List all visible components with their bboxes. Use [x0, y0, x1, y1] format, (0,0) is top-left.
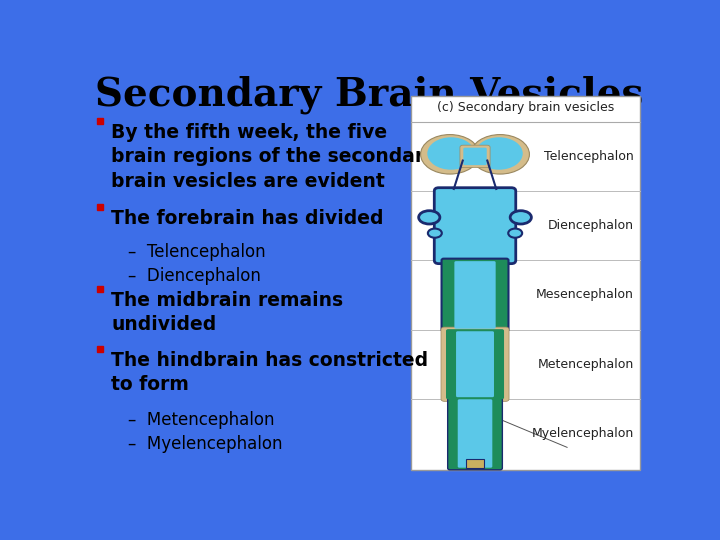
FancyBboxPatch shape	[454, 261, 495, 329]
Ellipse shape	[418, 211, 440, 224]
Ellipse shape	[510, 211, 531, 224]
Text: The midbrain remains
undivided: The midbrain remains undivided	[111, 291, 343, 334]
FancyBboxPatch shape	[460, 145, 490, 167]
Ellipse shape	[471, 134, 529, 174]
FancyBboxPatch shape	[463, 147, 487, 165]
Text: Mesencephalon: Mesencephalon	[536, 288, 634, 301]
FancyBboxPatch shape	[441, 327, 509, 401]
FancyBboxPatch shape	[434, 188, 516, 264]
Ellipse shape	[475, 137, 523, 170]
Text: –  Myelencephalon: – Myelencephalon	[128, 435, 282, 453]
Text: Diencephalon: Diencephalon	[548, 219, 634, 232]
Ellipse shape	[420, 134, 480, 174]
Text: Secondary Brain Vesicles: Secondary Brain Vesicles	[95, 75, 643, 114]
FancyBboxPatch shape	[441, 259, 508, 331]
Ellipse shape	[508, 228, 522, 238]
FancyBboxPatch shape	[456, 331, 494, 397]
Ellipse shape	[427, 137, 474, 170]
FancyBboxPatch shape	[448, 397, 503, 470]
Text: –  Diencephalon: – Diencephalon	[128, 267, 261, 285]
FancyBboxPatch shape	[466, 459, 484, 468]
FancyBboxPatch shape	[411, 96, 639, 470]
FancyBboxPatch shape	[446, 329, 504, 399]
Text: The forebrain has divided: The forebrain has divided	[111, 209, 384, 228]
Text: The hindbrain has constricted
to form: The hindbrain has constricted to form	[111, 351, 428, 394]
Text: –  Telencephalon: – Telencephalon	[128, 243, 266, 261]
Text: By the fifth week, the five
brain regions of the secondary
brain vesicles are ev: By the fifth week, the five brain region…	[111, 123, 437, 191]
Ellipse shape	[428, 228, 442, 238]
Text: Metencephalon: Metencephalon	[538, 357, 634, 371]
Text: Myelencephalon: Myelencephalon	[532, 427, 634, 440]
Text: –  Metencephalon: – Metencephalon	[128, 411, 274, 429]
FancyBboxPatch shape	[458, 399, 492, 468]
Text: Telencephalon: Telencephalon	[544, 150, 634, 163]
Text: (c) Secondary brain vesicles: (c) Secondary brain vesicles	[436, 101, 614, 114]
